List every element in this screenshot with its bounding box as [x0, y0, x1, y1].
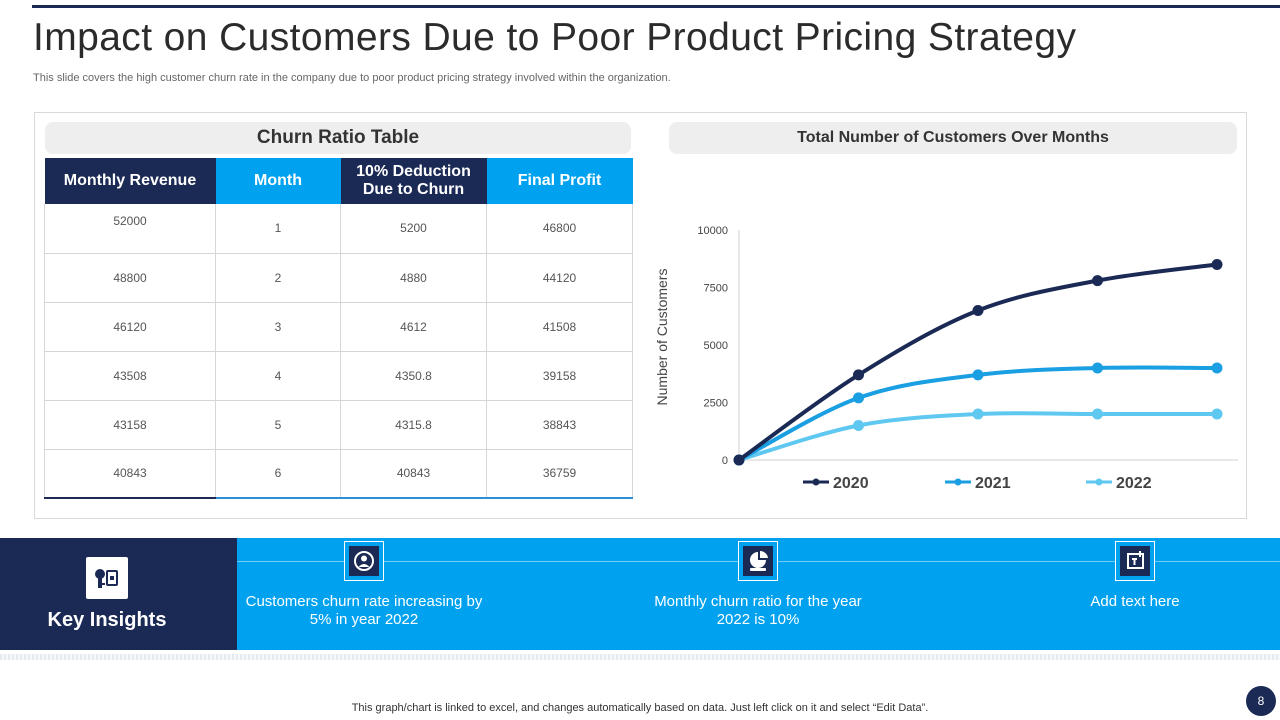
data-point-2021[interactable] — [1211, 362, 1223, 374]
y-axis-label: Number of Customers — [654, 269, 670, 406]
cell-revenue: 48800 — [44, 253, 216, 303]
table-row: 40843 6 40843 36759 — [44, 449, 633, 499]
cell-month: 2 — [215, 253, 341, 303]
data-point-2020[interactable] — [972, 305, 984, 316]
cell-profit: 41508 — [486, 302, 633, 352]
header-monthly-revenue: Monthly Revenue — [44, 158, 216, 204]
cell-deduction: 4612 — [340, 302, 487, 352]
cell-revenue: 52000 — [44, 204, 216, 254]
legend-label-2021[interactable]: 2021 — [975, 475, 1011, 492]
top-rule — [32, 5, 1280, 8]
insight-text-1: Customers churn rate increasing by 5% in… — [245, 593, 483, 628]
data-point-2020[interactable] — [1092, 275, 1103, 287]
cell-profit: 46800 — [486, 204, 633, 254]
cell-profit: 36759 — [486, 449, 633, 499]
bottom-stripe — [0, 654, 1280, 660]
header-deduction: 10% Deduction Due to Churn — [340, 158, 487, 204]
cell-profit: 39158 — [486, 350, 633, 401]
table-row: 43158 5 4315.8 38843 — [44, 400, 633, 450]
y-ticks: 0 2500 5000 7500 10000 — [697, 225, 728, 467]
user-circle-icon — [354, 551, 374, 571]
cell-month: 4 — [215, 350, 341, 401]
table-row: 43508 4 4350.8 39158 — [44, 350, 633, 401]
cell-deduction: 4880 — [340, 253, 487, 303]
data-point-2022[interactable] — [972, 408, 984, 420]
series-layer — [733, 259, 1223, 466]
y-tick-label: 0 — [722, 455, 728, 467]
cell-month: 1 — [215, 204, 341, 254]
chart-legend[interactable]: 2020 2021 2022 — [803, 475, 1152, 492]
insight-badge-2 — [738, 541, 778, 581]
content-frame — [34, 112, 1247, 519]
data-point-2022[interactable] — [1211, 408, 1223, 420]
tools-icon — [95, 569, 118, 588]
y-tick-label: 7500 — [704, 283, 728, 295]
data-point-2021[interactable] — [1092, 362, 1103, 374]
table-row: 48800 2 4880 44120 — [44, 253, 633, 303]
insight-badge-3 — [1115, 541, 1155, 581]
slide-title: Impact on Customers Due to Poor Product … — [33, 16, 1077, 59]
data-point-2021[interactable] — [853, 392, 864, 404]
y-tick-label: 10000 — [697, 225, 728, 237]
data-point-2020[interactable] — [1211, 259, 1223, 270]
insight-text-2: Monthly churn ratio for the year 2022 is… — [654, 593, 862, 628]
insight-badge-1 — [344, 541, 384, 581]
footnote: This graph/chart is linked to excel, and… — [351, 702, 929, 714]
key-insights-label: Key Insights — [47, 609, 167, 631]
data-point-2020[interactable] — [733, 454, 745, 466]
legend-label-2022[interactable]: 2022 — [1116, 475, 1152, 492]
legend-label-2020[interactable]: 2020 — [833, 475, 869, 492]
cell-deduction: 40843 — [340, 449, 487, 499]
key-insights-icon — [86, 557, 128, 599]
insight-text-3: Add text here — [1090, 593, 1180, 610]
cell-revenue: 46120 — [44, 302, 216, 352]
series-line-2020[interactable] — [737, 262, 1219, 462]
cell-month: 5 — [215, 400, 341, 450]
table-header-row: Monthly Revenue Month 10% Deduction Due … — [44, 158, 633, 204]
table-row: 52000 1 5200 46800 — [44, 204, 633, 254]
header-final-profit: Final Profit — [486, 158, 633, 204]
data-point-2021[interactable] — [972, 369, 984, 381]
y-tick-label: 5000 — [704, 340, 728, 352]
add-text-icon — [1127, 551, 1144, 569]
cell-deduction: 4315.8 — [340, 400, 487, 450]
y-tick-label: 2500 — [704, 398, 728, 410]
table-title: Churn Ratio Table — [45, 122, 631, 154]
churn-ratio-table: Monthly Revenue Month 10% Deduction Due … — [44, 158, 633, 499]
cell-revenue: 43158 — [44, 400, 216, 450]
cell-month: 3 — [215, 302, 341, 352]
data-point-2022[interactable] — [853, 420, 864, 431]
cell-profit: 38843 — [486, 400, 633, 450]
cell-month: 6 — [215, 449, 341, 499]
legend-marker-2022 — [1095, 478, 1103, 486]
cell-profit: 44120 — [486, 253, 633, 303]
customers-line-chart[interactable]: Number of Customers 0 2500 5000 7500 10000 2… — [640, 160, 1250, 510]
legend-marker-2020 — [812, 478, 820, 486]
cell-revenue: 43508 — [44, 350, 216, 401]
data-point-2020[interactable] — [853, 369, 864, 381]
page-number: 8 — [1246, 686, 1276, 716]
chart-title: Total Number of Customers Over Months — [669, 122, 1237, 154]
header-month: Month — [215, 158, 341, 204]
cell-deduction: 4350.8 — [340, 350, 487, 401]
slide-subtitle: This slide covers the high customer chur… — [33, 72, 671, 84]
data-point-2022[interactable] — [1092, 408, 1103, 420]
pie-chart-hand-icon — [750, 550, 768, 571]
legend-marker-2021 — [954, 478, 962, 486]
cell-revenue: 40843 — [44, 449, 216, 499]
table-row: 46120 3 4612 41508 — [44, 302, 633, 352]
cell-deduction: 5200 — [340, 204, 487, 254]
